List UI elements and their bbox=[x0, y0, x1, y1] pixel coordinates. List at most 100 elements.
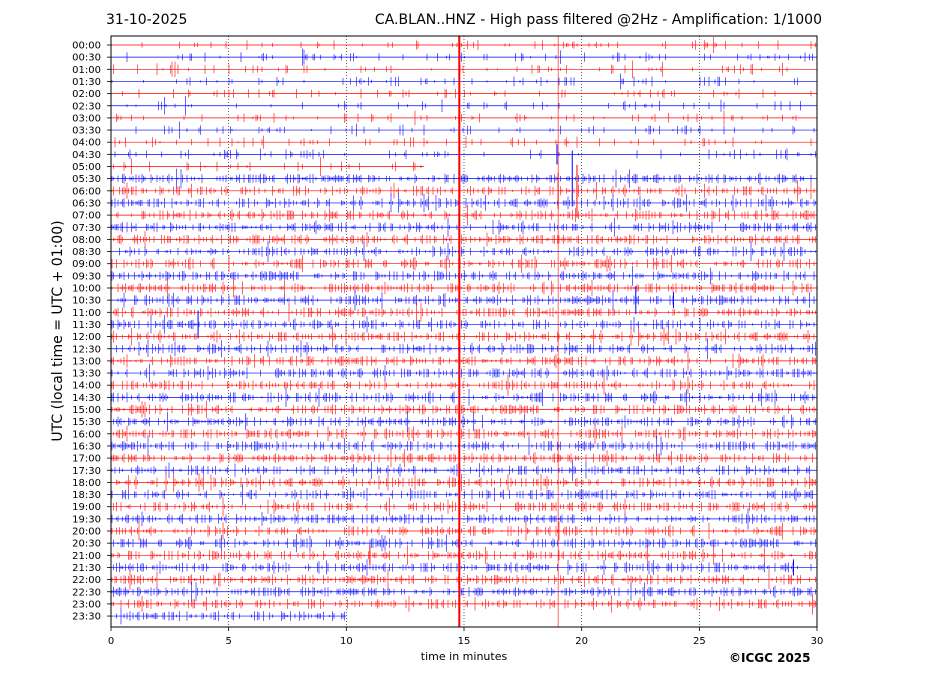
copyright: ©ICGC 2025 bbox=[729, 651, 811, 665]
row-time-label: 00:30 bbox=[72, 53, 101, 64]
trace-signal bbox=[114, 135, 812, 149]
trace-signal bbox=[111, 351, 816, 371]
row-time-label: 12:00 bbox=[72, 332, 101, 343]
trace-signal bbox=[119, 240, 816, 263]
row-time-label: 17:00 bbox=[72, 454, 101, 465]
trace-signal bbox=[111, 593, 816, 615]
chart-title: CA.BLAN..HNZ - High pass filtered @2Hz -… bbox=[374, 12, 822, 28]
trace-signal bbox=[111, 387, 815, 407]
trace-signal bbox=[111, 545, 816, 566]
row-time-label: 22:30 bbox=[72, 587, 101, 598]
row-time-label: 16:00 bbox=[72, 429, 101, 440]
row-time-label: 23:00 bbox=[72, 599, 101, 610]
trace-signal bbox=[113, 534, 816, 553]
trace-signal bbox=[111, 508, 815, 530]
trace-signal bbox=[113, 411, 816, 432]
trace-signal bbox=[111, 193, 816, 213]
trace-signal bbox=[111, 278, 812, 298]
trace-signal bbox=[141, 37, 816, 53]
trace-signal bbox=[113, 559, 812, 576]
trace-signal bbox=[113, 496, 816, 517]
row-time-label: 18:00 bbox=[72, 478, 101, 489]
row-time-label: 13:00 bbox=[72, 356, 101, 367]
trace-signal bbox=[111, 581, 816, 602]
trace-signal bbox=[113, 302, 816, 323]
trace-signal bbox=[117, 289, 815, 311]
trace-signal bbox=[114, 148, 816, 161]
trace-signal bbox=[116, 338, 816, 360]
trace-signal bbox=[111, 315, 815, 334]
row-time-label: 05:30 bbox=[72, 174, 101, 185]
trace-signal bbox=[111, 459, 810, 482]
row-time-label: 06:00 bbox=[72, 186, 101, 197]
row-time-label: 03:30 bbox=[72, 126, 101, 137]
trace-signal bbox=[111, 73, 798, 90]
x-tick-label: 25 bbox=[693, 636, 706, 647]
row-time-label: 21:30 bbox=[72, 563, 101, 574]
row-time-label: 19:30 bbox=[72, 514, 101, 525]
trace-signal bbox=[111, 266, 815, 286]
row-time-label: 07:30 bbox=[72, 223, 101, 234]
row-time-label: 03:00 bbox=[72, 113, 101, 124]
row-time-label: 17:30 bbox=[72, 466, 101, 477]
row-time-label: 04:00 bbox=[72, 138, 101, 149]
row-time-label: 18:30 bbox=[72, 490, 101, 501]
trace-signal bbox=[116, 472, 816, 493]
row-time-label: 20:00 bbox=[72, 527, 101, 538]
row-time-label: 02:30 bbox=[72, 101, 101, 112]
trace-signal bbox=[111, 325, 815, 348]
trace-signal bbox=[116, 607, 345, 625]
trace-signal bbox=[111, 363, 815, 383]
x-tick-label: 30 bbox=[811, 636, 824, 647]
row-time-label: 13:30 bbox=[72, 369, 101, 380]
row-time-label: 21:00 bbox=[72, 551, 101, 562]
row-time-label: 07:00 bbox=[72, 211, 101, 222]
trace-signal bbox=[111, 400, 816, 419]
row-time-label: 08:30 bbox=[72, 247, 101, 258]
row-time-label: 09:00 bbox=[72, 259, 101, 270]
trace-signal bbox=[135, 121, 815, 139]
x-tick-label: 0 bbox=[108, 636, 114, 647]
row-time-label: 08:00 bbox=[72, 235, 101, 246]
row-time-label: 16:30 bbox=[72, 441, 101, 452]
row-time-label: 14:00 bbox=[72, 381, 101, 392]
trace-signal bbox=[113, 157, 422, 176]
trace-signal bbox=[113, 231, 816, 248]
row-time-label: 12:30 bbox=[72, 344, 101, 355]
trace-signal bbox=[111, 254, 815, 273]
row-time-label: 00:00 bbox=[72, 41, 101, 52]
row-time-label: 22:00 bbox=[72, 575, 101, 586]
chart-date: 31-10-2025 bbox=[106, 12, 188, 28]
x-tick-label: 10 bbox=[340, 636, 353, 647]
row-time-label: 15:30 bbox=[72, 417, 101, 428]
row-time-label: 01:30 bbox=[72, 77, 101, 88]
x-tick-label: 5 bbox=[225, 636, 231, 647]
row-time-label: 01:00 bbox=[72, 65, 101, 76]
trace-signal bbox=[126, 96, 801, 116]
trace-signal bbox=[111, 448, 813, 468]
row-time-label: 02:00 bbox=[72, 89, 101, 100]
x-tick-label: 20 bbox=[575, 636, 588, 647]
trace-signal bbox=[111, 168, 812, 189]
trace-signal bbox=[111, 374, 815, 396]
row-time-label: 04:30 bbox=[72, 150, 101, 161]
row-time-label: 10:30 bbox=[72, 296, 101, 307]
trace-signal bbox=[113, 423, 816, 445]
trace-signal bbox=[111, 180, 815, 202]
row-time-label: 19:00 bbox=[72, 502, 101, 513]
trace-signal bbox=[111, 217, 816, 238]
trace-signal bbox=[111, 435, 816, 457]
row-time-label: 05:00 bbox=[72, 162, 101, 173]
trace-signal bbox=[116, 204, 815, 226]
row-time-label: 11:30 bbox=[72, 320, 101, 331]
trace-signal bbox=[111, 483, 813, 506]
row-time-label: 14:30 bbox=[72, 393, 101, 404]
trace-signal bbox=[126, 48, 813, 66]
x-axis-label: time in minutes bbox=[420, 650, 508, 663]
row-time-label: 23:30 bbox=[72, 612, 101, 623]
row-time-label: 06:30 bbox=[72, 198, 101, 209]
row-time-label: 20:30 bbox=[72, 539, 101, 550]
trace-signal bbox=[122, 88, 812, 99]
trace-signal bbox=[111, 569, 816, 590]
